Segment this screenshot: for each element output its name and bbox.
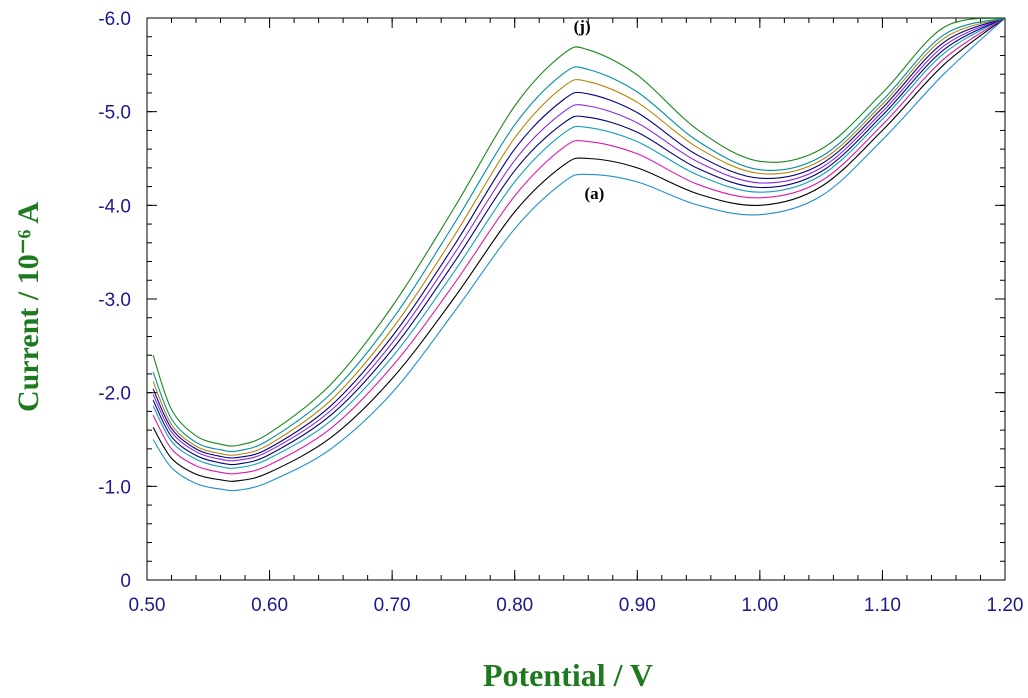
plot-border (146, 17, 1006, 581)
plot-frame (146, 17, 1006, 581)
series-line-6 (152, 18, 1005, 462)
x-tick-label: 1.20 (987, 595, 1024, 616)
y-tick-label: -3.0 (98, 290, 131, 311)
x-tick-label: 1.00 (741, 595, 778, 616)
series-line-9 (152, 18, 1005, 453)
x-tick-label: 0.60 (251, 595, 288, 616)
series-curves (152, 18, 1005, 492)
series-line-5 (152, 18, 1005, 466)
x-tick-label: 0.80 (496, 595, 533, 616)
series-line-2 (152, 18, 1005, 482)
y-axis-ticks: 0 -1.0 -2.0 -3.0 -4.0 -5.0 -6.0 (98, 9, 1005, 592)
minor-ticks (146, 17, 1006, 581)
curve-annotations: (j) (a) (574, 17, 605, 203)
series-line-4 (152, 18, 1005, 469)
series-line-1 (152, 18, 1005, 492)
y-tick-label: -1.0 (98, 477, 131, 498)
series-line-7 (152, 18, 1005, 459)
x-tick-label: 0.70 (374, 595, 411, 616)
x-tick-label: 0.90 (619, 595, 656, 616)
x-tick-label: 0.50 (129, 595, 166, 616)
y-tick-label: -4.0 (98, 196, 131, 217)
series-line-3 (152, 18, 1005, 475)
curve-label: (j) (574, 17, 591, 36)
series-line-8 (152, 18, 1005, 456)
y-tick-label: 0 (120, 571, 131, 592)
y-tick-label: -5.0 (98, 103, 131, 124)
series-line-10 (152, 18, 1005, 447)
x-tick-label: 1.10 (864, 595, 901, 616)
x-axis-ticks: 0.50 0.60 0.70 0.80 0.90 1.00 1.10 1.20 (129, 18, 1024, 616)
curve-label: (a) (584, 184, 604, 203)
y-tick-label: -6.0 (98, 9, 131, 30)
x-axis-title: Potential / V (483, 657, 653, 693)
y-tick-label: -2.0 (98, 384, 131, 405)
y-axis-title: Current / 10⁻⁶ A (12, 202, 45, 412)
